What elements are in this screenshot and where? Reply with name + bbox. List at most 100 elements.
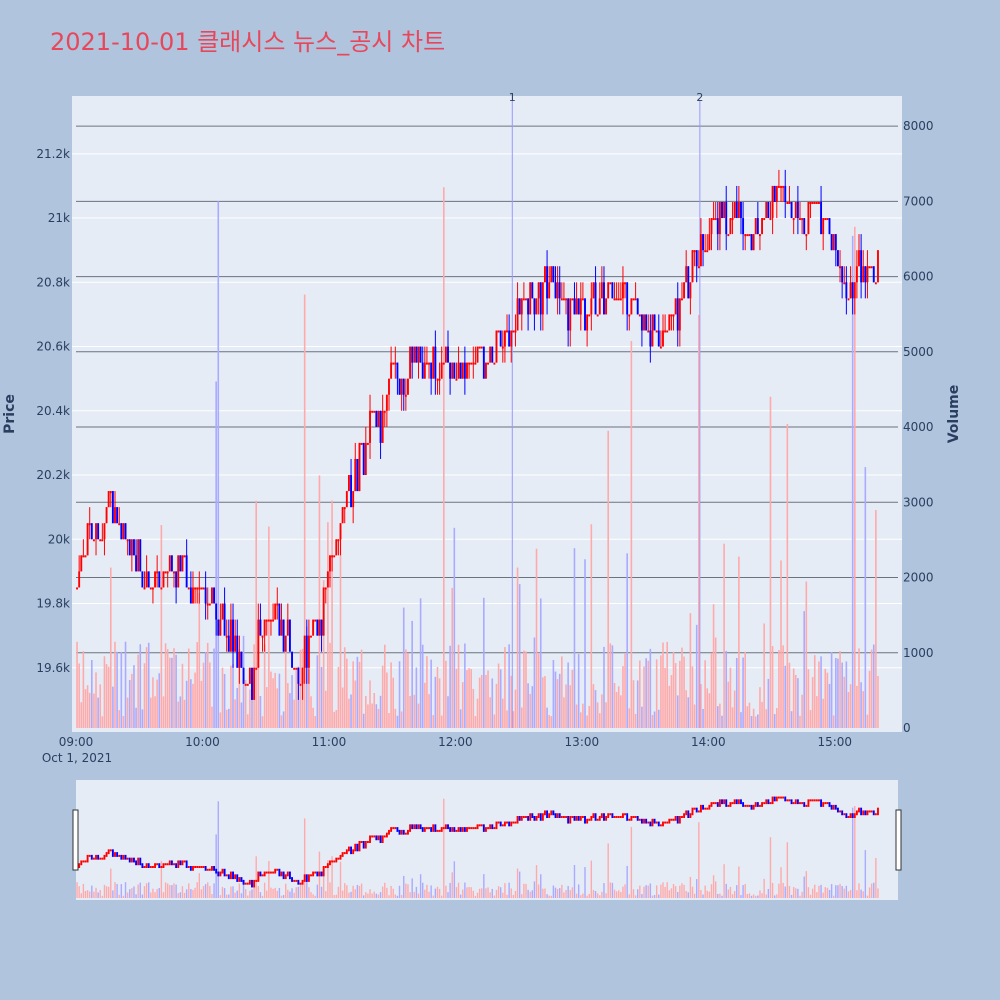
- nav-candle: [491, 824, 494, 830]
- nav-volume-bar: [234, 892, 236, 898]
- candle-body: [676, 298, 679, 331]
- nav-candle: [638, 818, 641, 821]
- nav-volume-bar: [700, 889, 702, 898]
- volume-bar: [268, 526, 270, 728]
- nav-volume-bar: [272, 888, 274, 898]
- nav-candle: [735, 799, 738, 805]
- nav-volume-bar: [424, 889, 426, 898]
- nav-candle: [845, 813, 848, 818]
- range-slider[interactable]: [76, 780, 898, 900]
- candle-body: [293, 667, 296, 670]
- candle-body: [432, 346, 435, 379]
- candle-body: [360, 442, 363, 445]
- volume-bar: [230, 665, 232, 728]
- nav-candle: [758, 804, 761, 807]
- nav-candle: [522, 816, 525, 818]
- nav-volume-bar: [778, 883, 780, 898]
- range-slider-right-handle[interactable]: [895, 809, 902, 871]
- candle-body: [636, 298, 639, 315]
- nav-volume-bar: [457, 882, 460, 898]
- volume-bar: [790, 711, 793, 728]
- nav-candle: [674, 816, 677, 821]
- candle-body: [95, 523, 97, 540]
- candle-body: [630, 298, 633, 315]
- volume-bar: [710, 653, 713, 728]
- candle-body: [267, 619, 270, 622]
- candle-body: [139, 539, 142, 572]
- volume-bar: [839, 651, 841, 728]
- volume-bar: [107, 666, 110, 728]
- nav-volume-bar: [727, 889, 730, 898]
- nav-volume-bar: [470, 887, 472, 898]
- volume-bar: [461, 682, 464, 728]
- candle-body: [626, 282, 629, 315]
- candlesticks: [76, 169, 879, 700]
- candle-body: [303, 635, 306, 668]
- volume-bar: [84, 689, 87, 728]
- nav-candle: [503, 821, 506, 827]
- candle-body: [855, 266, 858, 283]
- candle-body: [590, 298, 593, 315]
- candle-body: [824, 218, 827, 221]
- nav-candle: [834, 804, 837, 810]
- volume-bar: [360, 649, 363, 728]
- volume-bar: [154, 696, 156, 728]
- nav-candle: [284, 874, 287, 880]
- range-slider-left-handle[interactable]: [72, 809, 79, 871]
- candle-body: [354, 458, 357, 492]
- nav-candle: [647, 821, 650, 824]
- volume-bar: [339, 530, 342, 728]
- nav-volume-bar: [854, 805, 856, 898]
- nav-candle: [210, 866, 213, 871]
- volume-bar: [80, 702, 83, 728]
- time-tick-label: 12:00: [438, 735, 473, 749]
- volume-bar: [78, 663, 80, 728]
- nav-candle: [166, 863, 169, 866]
- nav-volume-bar: [588, 893, 590, 898]
- candle-body: [242, 667, 245, 684]
- nav-volume-bar: [862, 891, 864, 898]
- candle-body: [849, 282, 852, 299]
- candle-body: [407, 378, 409, 395]
- volume-bar: [862, 691, 865, 728]
- nav-volume-bar: [261, 895, 264, 898]
- range-slider-volume: [76, 798, 879, 898]
- nav-candle: [484, 827, 487, 832]
- nav-volume-bar: [211, 894, 213, 898]
- volume-bar: [784, 665, 787, 728]
- candle-body: [141, 571, 144, 588]
- nav-volume-bar: [217, 801, 219, 898]
- volume-bar: [761, 701, 763, 728]
- volume-bar: [240, 702, 243, 728]
- nav-candle: [506, 821, 508, 824]
- candle-body: [274, 603, 277, 620]
- volume-bar: [86, 685, 89, 728]
- nav-volume-bar: [797, 888, 799, 898]
- nav-candle: [181, 860, 184, 866]
- volume-bar: [856, 685, 858, 728]
- nav-volume-bar: [341, 890, 344, 898]
- nav-candle: [366, 841, 369, 843]
- nav-candle: [592, 813, 595, 818]
- candle-body: [227, 635, 230, 652]
- candle-body: [255, 667, 258, 670]
- nav-candle: [345, 849, 348, 855]
- candle-body: [794, 202, 797, 219]
- volume-bar: [782, 645, 784, 728]
- nav-volume-bar: [655, 885, 658, 898]
- nav-candle: [693, 807, 696, 810]
- nav-volume-bar: [514, 890, 517, 898]
- volume-bar: [419, 598, 422, 728]
- nav-volume-bar: [493, 895, 496, 898]
- candle-body: [634, 298, 637, 301]
- candle-body: [425, 362, 428, 365]
- volume-bar: [280, 715, 283, 728]
- volume-gridlines: [76, 125, 898, 654]
- nav-volume-bar: [774, 895, 776, 898]
- candle-body: [229, 619, 232, 652]
- volume-tick-label: 4000: [903, 420, 934, 434]
- volume-bar: [476, 698, 479, 728]
- nav-candle: [282, 871, 285, 880]
- nav-candle: [769, 802, 772, 805]
- nav-volume-bar: [851, 807, 854, 898]
